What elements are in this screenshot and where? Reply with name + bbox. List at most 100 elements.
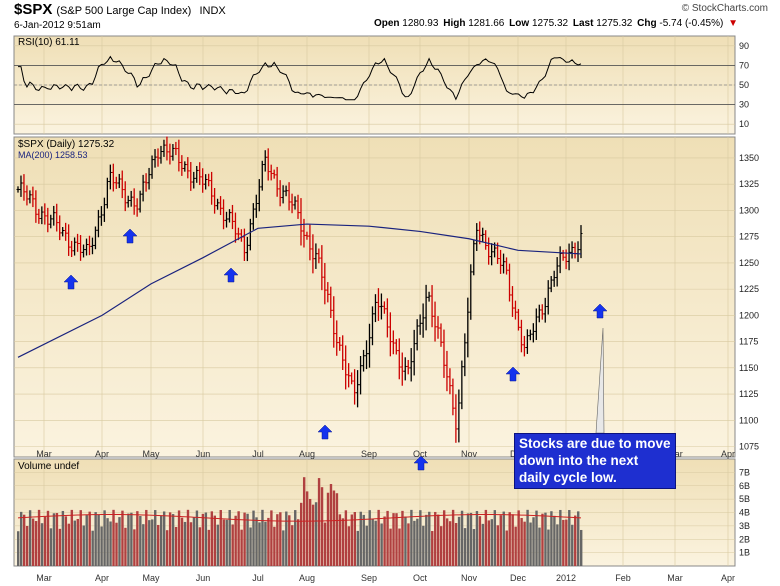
volume-bar <box>165 530 169 566</box>
ma-200-line <box>17 223 582 358</box>
volume-bar <box>341 518 345 566</box>
volume-bar <box>359 511 362 566</box>
volume-bar <box>201 513 205 566</box>
volume-bar <box>67 523 71 566</box>
volume-x-tick-label: Mar <box>667 573 683 583</box>
chg-value: -5.74 (-0.45%) <box>659 18 724 29</box>
volume-bar <box>180 517 184 566</box>
price-y-tick-label: 1300 <box>739 205 759 215</box>
volume-average-line <box>17 514 582 522</box>
volume-bar <box>568 510 571 566</box>
volume-bar <box>246 513 249 566</box>
open-value: 1280.93 <box>402 18 439 29</box>
volume-x-tick-label: Apr <box>721 573 735 583</box>
volume-bar <box>124 527 127 566</box>
volume-bar <box>571 524 574 566</box>
volume-bar <box>395 513 398 566</box>
symbol-title: $SPX (S&P 500 Large Cap Index) INDX <box>14 1 226 18</box>
price-y-tick-label: 1225 <box>739 284 759 294</box>
volume-bar <box>216 524 219 566</box>
volume-bar <box>130 512 133 566</box>
volume-x-tick-label: Dec <box>510 573 527 583</box>
symbol: $SPX <box>14 1 53 18</box>
volume-bar <box>40 523 44 566</box>
volume-bar <box>562 519 565 566</box>
volume-x-tick-label: Feb <box>615 573 631 583</box>
volume-bar <box>299 502 303 566</box>
volume-bar <box>192 517 196 566</box>
volume-bar <box>398 528 401 566</box>
volume-bar <box>139 515 142 566</box>
volume-bar <box>353 512 357 566</box>
volume-bar <box>136 511 139 566</box>
volume-bar <box>109 521 112 566</box>
volume-bar <box>502 511 505 566</box>
volume-bar <box>368 510 371 566</box>
high-value: 1281.66 <box>468 18 505 29</box>
volume-y-tick-label: 5B <box>739 494 750 504</box>
volume-bar <box>428 511 431 566</box>
volume-bar <box>517 510 520 566</box>
volume-bar <box>407 523 410 566</box>
chg-label: Chg <box>637 18 657 29</box>
price-x-tick-label: Sep <box>361 449 377 459</box>
volume-y-tick-label: 1B <box>739 548 750 558</box>
volume-bar <box>267 517 270 566</box>
exchange: INDX <box>199 5 226 17</box>
arrow-up-icon <box>223 267 239 283</box>
price-x-tick-label: Oct <box>413 449 428 459</box>
volume-bar <box>511 514 514 566</box>
volume-bar <box>362 514 365 566</box>
volume-bar <box>70 509 74 566</box>
volume-bar <box>270 510 273 566</box>
volume-bar <box>291 525 294 566</box>
price-x-tick-label: Mar <box>36 449 52 459</box>
volume-bar <box>157 524 160 566</box>
volume-bar <box>19 511 23 566</box>
chart-header: $SPX (S&P 500 Large Cap Index) INDX 6-Jan… <box>0 0 780 34</box>
price-y-tick-label: 1275 <box>739 232 759 242</box>
volume-bar <box>335 493 339 566</box>
volume-bar <box>154 510 157 566</box>
volume-bar <box>565 519 568 566</box>
price-y-tick-label: 1125 <box>739 389 758 399</box>
volume-bar <box>508 512 511 566</box>
volume-bar <box>559 509 562 566</box>
volume-bar <box>243 512 246 566</box>
volume-bar <box>332 490 336 566</box>
volume-bar <box>323 522 327 566</box>
rsi-y-tick-label: 70 <box>739 60 749 70</box>
rsi-y-tick-label: 50 <box>739 80 749 90</box>
volume-bar <box>550 511 553 566</box>
volume-bar <box>207 529 211 566</box>
volume-x-tick-label: May <box>142 573 160 583</box>
volume-bar <box>520 517 523 566</box>
volume-bar <box>532 517 535 566</box>
volume-bar <box>151 519 154 566</box>
volume-bar <box>240 529 243 566</box>
volume-bar <box>255 517 258 566</box>
volume-title: Volume undef <box>18 461 79 472</box>
volume-bar <box>228 509 231 566</box>
volume-bar <box>553 515 556 566</box>
volume-bar <box>466 513 470 566</box>
volume-bar <box>261 509 264 566</box>
volume-bar <box>481 523 485 566</box>
volume-bar <box>162 511 166 566</box>
price-title: $SPX (Daily) 1275.32 <box>18 139 115 150</box>
volume-bar <box>17 531 20 566</box>
volume-bar <box>454 523 458 566</box>
volume-bar <box>106 518 109 566</box>
volume-x-tick-label: Sep <box>361 573 377 583</box>
arrow-up-icon <box>592 303 608 319</box>
quote-bar: Open 1280.93 High 1281.66 Low 1275.32 La… <box>374 18 740 29</box>
volume-bar <box>103 510 106 566</box>
volume-bar <box>377 509 380 566</box>
volume-y-tick-label: 6B <box>739 481 750 491</box>
volume-bar <box>469 512 473 566</box>
volume-bar <box>577 511 580 566</box>
arrow-up-icon <box>317 424 333 440</box>
volume-x-tick-label: Apr <box>95 573 109 583</box>
volume-y-tick-label: 7B <box>739 467 750 477</box>
